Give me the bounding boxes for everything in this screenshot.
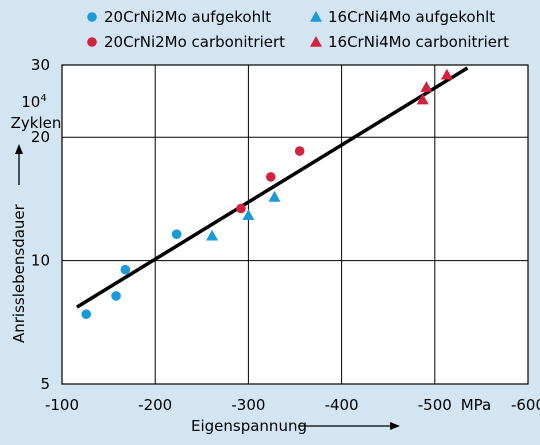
data-point — [120, 264, 131, 275]
y-unit-power: 104 — [21, 93, 46, 111]
y-axis-label: Anrisslebensdauer — [10, 203, 28, 343]
data-point — [420, 81, 433, 92]
legend: 20CrNi2Mo aufgekohlt 16CrNi4Mo aufgekohlt… — [87, 8, 509, 51]
y-axis-ticks: 5 10 20 30 — [31, 56, 50, 393]
data-point — [440, 68, 453, 80]
legend-marker — [87, 37, 97, 47]
x-tick-label: -100 — [45, 396, 79, 414]
x-axis-arrow — [298, 422, 400, 430]
x-tick-label: -600 — [511, 396, 540, 414]
legend-entry: 20CrNi2Mo aufgekohlt — [104, 8, 271, 26]
legend-marker — [310, 36, 322, 47]
x-tick-label: -200 — [138, 396, 172, 414]
x-tick-label: -400 — [325, 396, 359, 414]
y-tick-label: 30 — [31, 56, 50, 74]
data-point — [236, 203, 246, 214]
data-point — [111, 291, 121, 301]
x-axis-label: Eigenspannung — [191, 417, 307, 435]
y-axis-arrow — [15, 144, 23, 185]
axis-labels: 104 Zyklen MPa Eigenspannung Anrissleben… — [10, 93, 491, 435]
x-unit-label: MPa — [461, 396, 492, 414]
legend-entry: 20CrNi2Mo carbonitriert — [104, 33, 285, 51]
grid — [62, 65, 528, 384]
legend-entry: 16CrNi4Mo aufgekohlt — [328, 8, 495, 26]
y-unit-cycles: Zyklen — [11, 114, 62, 132]
data-point — [268, 190, 281, 202]
data-point — [265, 172, 276, 182]
data-point — [416, 93, 429, 105]
y-tick-label: 20 — [31, 128, 50, 146]
data-point — [81, 309, 92, 320]
legend-entry: 16CrNi4Mo carbonitriert — [328, 33, 509, 51]
data-point — [171, 229, 182, 239]
fit-line-group — [75, 66, 469, 309]
data-points — [81, 68, 453, 320]
data-point — [206, 229, 219, 241]
plot-area — [61, 64, 529, 385]
y-tick-label: 10 — [31, 252, 50, 270]
x-tick-label: -300 — [231, 396, 265, 414]
x-axis-ticks: -100 -200 -300 -400 -500 -600 — [45, 396, 540, 414]
data-point — [294, 146, 305, 156]
fit-line — [75, 66, 469, 309]
legend-marker — [87, 12, 97, 22]
x-tick-label: -500 — [418, 396, 452, 414]
legend-marker — [310, 11, 322, 22]
data-point — [242, 209, 255, 221]
y-tick-label: 5 — [40, 375, 50, 393]
